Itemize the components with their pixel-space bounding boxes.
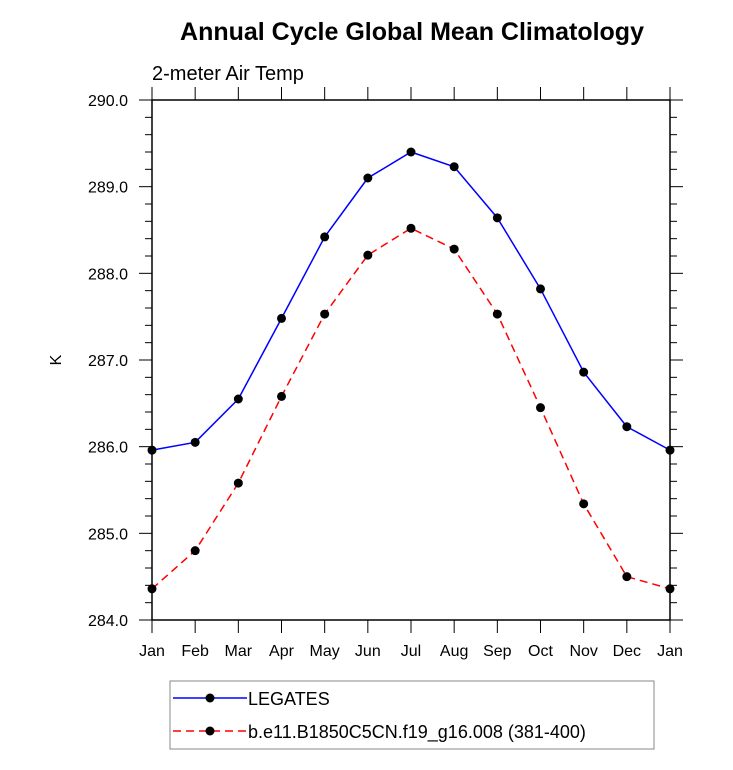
y-tick-label: 285.0 bbox=[88, 526, 128, 543]
legend-marker-1 bbox=[205, 726, 215, 736]
data-point-1 bbox=[579, 499, 589, 509]
data-point-0 bbox=[406, 147, 416, 157]
y-tick-label: 288.0 bbox=[88, 266, 128, 283]
data-point-0 bbox=[233, 394, 243, 404]
chart-title: Annual Cycle Global Mean Climatology bbox=[180, 18, 644, 46]
data-point-0 bbox=[665, 445, 675, 455]
data-point-1 bbox=[665, 584, 675, 594]
data-point-0 bbox=[536, 284, 545, 294]
data-point-1 bbox=[233, 478, 243, 488]
data-point-0 bbox=[147, 445, 157, 455]
data-point-0 bbox=[579, 367, 589, 377]
x-tick-label: Mar bbox=[225, 643, 253, 660]
y-axis-label: K bbox=[48, 354, 65, 365]
data-point-0 bbox=[320, 232, 330, 242]
data-point-0 bbox=[190, 437, 200, 447]
y-tick-label: 284.0 bbox=[88, 613, 128, 630]
series-layer bbox=[147, 147, 675, 594]
data-point-1 bbox=[147, 584, 157, 594]
x-tick-label: Oct bbox=[528, 643, 553, 660]
chart-subtitle: 2-meter Air Temp bbox=[152, 63, 304, 85]
data-point-0 bbox=[363, 173, 373, 183]
data-point-0 bbox=[277, 313, 286, 323]
legend-marker-0 bbox=[205, 693, 215, 703]
data-point-0 bbox=[492, 213, 502, 223]
axes: Jan Feb Mar Apr May Jun Jul Aug Sep Oct Nov Dec Jan 2… bbox=[88, 87, 683, 660]
x-tick-label: Feb bbox=[181, 643, 209, 660]
legend-label-1: b.e11.B1850C5CN.f19_g16.008 (381-400) bbox=[248, 722, 586, 743]
y-tick-label: 286.0 bbox=[88, 440, 128, 457]
x-tick-label: Aug bbox=[440, 643, 468, 660]
plot-frame bbox=[151, 99, 671, 621]
x-tick-label: Sep bbox=[483, 643, 512, 660]
x-tick-label: Jan bbox=[657, 643, 683, 660]
data-point-1 bbox=[406, 223, 416, 233]
data-point-0 bbox=[449, 162, 459, 172]
data-point-1 bbox=[622, 572, 632, 582]
data-point-1 bbox=[449, 244, 459, 254]
legend: LEGATES b.e11.B1850C5CN.f19_g16.008 (381… bbox=[169, 680, 655, 750]
data-point-1 bbox=[363, 250, 373, 260]
data-point-1 bbox=[277, 391, 286, 401]
data-point-1 bbox=[190, 546, 200, 556]
y-tick-label: 290.0 bbox=[88, 93, 128, 110]
x-tick-label: May bbox=[310, 643, 340, 660]
data-point-1 bbox=[320, 309, 330, 319]
data-point-1 bbox=[536, 403, 545, 413]
data-point-0 bbox=[622, 422, 632, 432]
y-tick-label: 287.0 bbox=[88, 353, 128, 370]
data-point-1 bbox=[492, 309, 502, 319]
series-line-0 bbox=[151, 151, 671, 451]
legend-label-0: LEGATES bbox=[248, 689, 330, 709]
x-tick-label: Jun bbox=[355, 643, 381, 660]
x-tick-label: Apr bbox=[269, 643, 295, 660]
y-tick-label: 289.0 bbox=[88, 180, 128, 197]
x-tick-label: Jul bbox=[401, 643, 421, 660]
x-tick-label: Nov bbox=[569, 643, 597, 660]
legend-box bbox=[169, 680, 655, 750]
x-tick-label: Dec bbox=[613, 643, 641, 660]
x-tick-label: Jan bbox=[139, 643, 165, 660]
